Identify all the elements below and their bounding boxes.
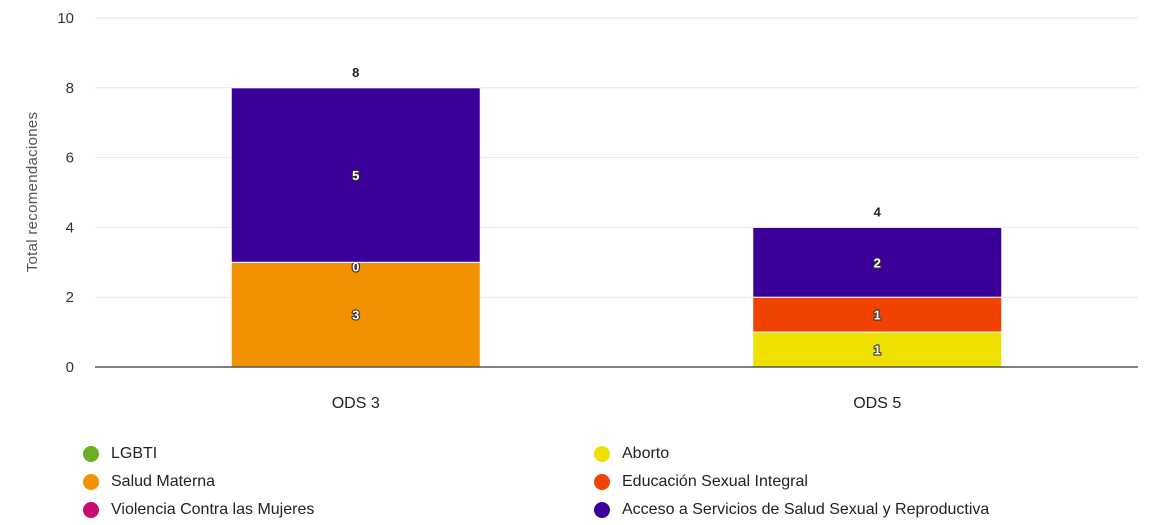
legend-item[interactable]: Acceso a Servicios de Salud Sexual y Rep… (594, 498, 989, 522)
bar-segment (752, 226, 1003, 298)
legend-swatch (594, 446, 610, 462)
x-tick-label: ODS 3 (332, 395, 380, 412)
data-label: 5 (352, 168, 359, 183)
data-label: 0 (352, 259, 359, 274)
bar-stack: 1 1 2 4 (752, 204, 1003, 368)
y-tick-label: 10 (57, 10, 74, 27)
legend-label: Educación Sexual Integral (622, 473, 808, 490)
bar-segment (230, 87, 481, 263)
y-axis-ticks: 0 2 4 6 8 10 (57, 10, 74, 376)
data-label: 2 (874, 255, 881, 270)
y-tick-label: 6 (66, 150, 74, 167)
y-axis-label: Total recomendaciones (24, 112, 41, 273)
legend-label: Aborto (622, 445, 670, 462)
data-label: 3 (352, 308, 359, 323)
total-label: 8 (352, 65, 359, 80)
legend-label: LGBTI (111, 445, 158, 462)
legend-item[interactable]: Violencia Contra las Mujeres (83, 498, 314, 522)
legend-item[interactable]: LGBTI (83, 442, 157, 466)
legend-swatch (83, 474, 99, 490)
legend-swatch (83, 446, 99, 462)
y-tick-label: 0 (66, 359, 74, 376)
legend-swatch (594, 474, 610, 490)
legend-item[interactable]: Aborto (594, 442, 669, 466)
y-tick-label: 8 (66, 80, 74, 97)
y-tick-label: 4 (66, 219, 74, 236)
bar-segment (752, 296, 1003, 333)
x-tick-label: ODS 5 (853, 395, 901, 412)
legend-label: Violencia Contra las Mujeres (111, 501, 315, 518)
bar-segment (752, 331, 1003, 368)
legend-item[interactable]: Salud Materna (83, 470, 215, 494)
legend: LGBTI Aborto Salud Materna Educación Sexual… (80, 442, 1140, 522)
y-tick-label: 2 (66, 289, 74, 306)
total-label: 4 (874, 204, 882, 219)
legend-label: Salud Materna (111, 473, 216, 490)
legend-swatch (594, 502, 610, 518)
data-label: 0 (352, 259, 359, 274)
legend-swatch (83, 502, 99, 518)
bar-segment (230, 261, 481, 368)
data-label: 1 (874, 308, 881, 323)
x-axis-ticks: ODS 3 ODS 5 (332, 395, 902, 412)
legend-label: Acceso a Servicios de Salud Sexual y Rep… (622, 501, 990, 518)
data-label: 1 (874, 343, 881, 358)
legend-item[interactable]: Educación Sexual Integral (594, 470, 808, 494)
